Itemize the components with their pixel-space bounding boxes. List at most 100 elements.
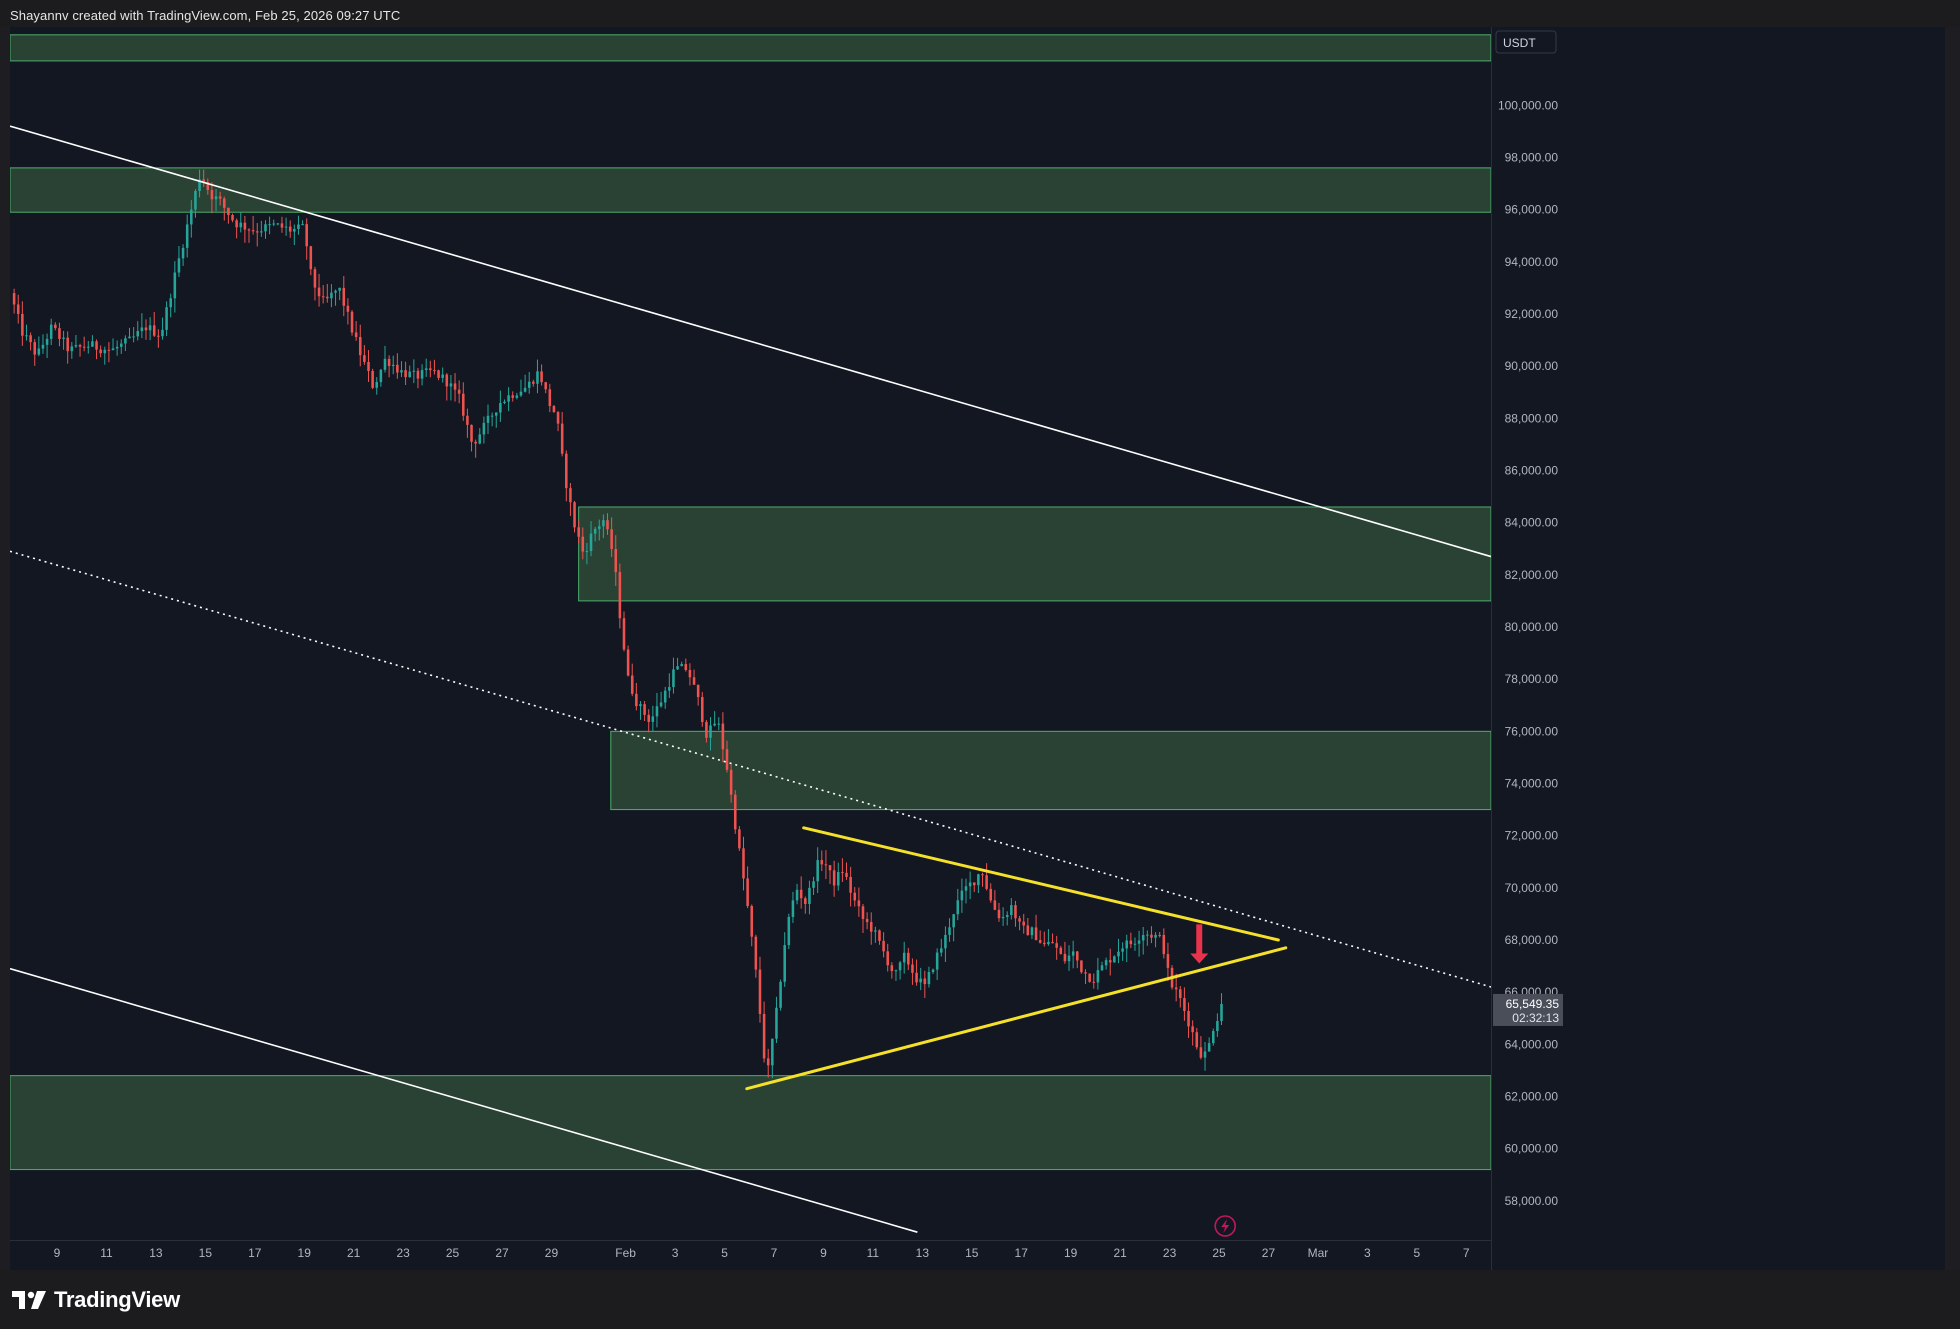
time-axis[interactable]: 9 11 13 15 17 19 21 23 25 27 29 Feb 3 5 7 9 11 13 15 17 19 21… — [10, 1240, 1491, 1270]
time-tick-label: 17 — [248, 1246, 262, 1260]
candle-body — [367, 361, 370, 371]
candle-body — [849, 876, 852, 893]
triangle-upper-line[interactable] — [802, 826, 1280, 942]
supply-demand-zone[interactable] — [578, 506, 1492, 602]
candle-body — [1108, 960, 1112, 963]
supply-demand-zone[interactable] — [10, 167, 1492, 213]
candle-body — [383, 358, 387, 370]
candle-body — [527, 381, 531, 388]
candle-body — [280, 223, 284, 228]
candle-body — [519, 391, 523, 396]
candle-body — [626, 649, 630, 676]
candle-body — [1129, 940, 1133, 945]
candle-body — [894, 970, 898, 972]
price-axis[interactable]: USDT 58,000.00 60,000.00 62,000.00 64,000.00… — [1491, 27, 1945, 1270]
candle-body — [239, 222, 243, 228]
currency-button[interactable] — [1495, 30, 1557, 54]
candle-body — [573, 502, 576, 528]
candle-body — [907, 952, 910, 965]
candle-body — [185, 224, 189, 248]
candle-body — [552, 406, 556, 413]
candle-body — [1113, 956, 1116, 963]
candle-body — [1166, 954, 1170, 968]
candle-body — [177, 258, 181, 273]
candle-body — [515, 395, 519, 398]
tradingview-brand[interactable]: TradingView — [12, 1287, 180, 1313]
candle-body — [878, 930, 881, 941]
candle-body — [474, 441, 477, 444]
candle-body — [1100, 965, 1104, 971]
candle-body — [853, 892, 857, 901]
candle-body — [672, 669, 675, 688]
candle-body — [869, 922, 873, 932]
candle-body — [948, 927, 951, 935]
candle-body — [70, 346, 74, 352]
candle-body — [354, 332, 358, 338]
candle-body — [795, 889, 799, 901]
candle-body — [404, 370, 407, 378]
time-tick-label: 11 — [867, 1246, 880, 1260]
candle-body — [346, 305, 350, 312]
candle-body — [746, 878, 749, 906]
time-tick-label: Feb — [615, 1246, 636, 1260]
tradingview-logo-icon — [12, 1291, 46, 1309]
candle-body — [721, 723, 725, 750]
price-chart[interactable]: USDT 58,000.00 60,000.00 62,000.00 64,000.00… — [10, 27, 1945, 1270]
price-tick-label: 80,000.00 — [1505, 620, 1559, 634]
time-tick-label: 5 — [1413, 1246, 1420, 1260]
price-tick-label: 74,000.00 — [1505, 776, 1559, 790]
candle-body — [478, 434, 482, 444]
candle-body — [630, 675, 634, 694]
candle-body — [173, 272, 177, 299]
channel-trendline[interactable] — [10, 125, 1492, 558]
lightning-icon[interactable] — [1214, 1215, 1237, 1237]
candle-body — [1141, 935, 1145, 941]
candle-body — [58, 328, 61, 339]
candle-body — [408, 371, 411, 378]
candle-body — [12, 293, 16, 305]
candle-body — [140, 327, 144, 332]
supply-demand-zone[interactable] — [10, 1075, 1492, 1171]
time-tick-label: 15 — [199, 1246, 213, 1260]
candle-body — [985, 875, 988, 889]
price-tick-label: 64,000.00 — [1505, 1037, 1559, 1051]
price-tick-label: 94,000.00 — [1505, 255, 1559, 269]
candle-body — [503, 401, 506, 403]
supply-demand-zone[interactable] — [610, 730, 1492, 811]
candle-body — [338, 287, 341, 291]
candle-body — [87, 346, 90, 348]
current-price-badge — [1493, 993, 1563, 1026]
candle-body — [420, 370, 424, 379]
candle-body — [1080, 960, 1083, 973]
candle-body — [874, 930, 877, 932]
candle-body — [915, 972, 918, 983]
candle-body — [816, 860, 819, 882]
arrow-down-icon[interactable] — [1190, 924, 1209, 964]
candle-body — [466, 415, 469, 425]
candle-body — [1150, 934, 1153, 938]
candle-body — [1047, 941, 1050, 945]
candle-body — [1088, 973, 1091, 982]
channel-trendline[interactable] — [10, 967, 918, 1233]
candle-body — [692, 677, 696, 685]
candle-body — [857, 900, 861, 907]
time-tick-label: 21 — [347, 1246, 361, 1260]
candle-body — [1220, 1003, 1223, 1022]
price-tick-label: 100,000.00 — [1498, 98, 1558, 112]
candle-body — [659, 702, 663, 707]
candle-body — [886, 951, 889, 966]
candle-body — [1154, 934, 1157, 938]
candle-body — [812, 881, 815, 888]
candle-body — [651, 716, 655, 722]
time-tick-label: 13 — [916, 1246, 930, 1260]
candle-body — [709, 725, 712, 738]
chart-area[interactable]: USDT 58,000.00 60,000.00 62,000.00 64,000.00… — [10, 27, 1945, 1270]
candle-body — [25, 335, 28, 337]
triangle-lower-line[interactable] — [745, 946, 1288, 1091]
candle-body — [387, 358, 391, 367]
price-tick-label: 70,000.00 — [1505, 881, 1559, 895]
candle-body — [152, 325, 156, 336]
supply-demand-zone[interactable] — [10, 34, 1492, 62]
candle-body — [111, 348, 115, 351]
candle-body — [614, 549, 618, 573]
